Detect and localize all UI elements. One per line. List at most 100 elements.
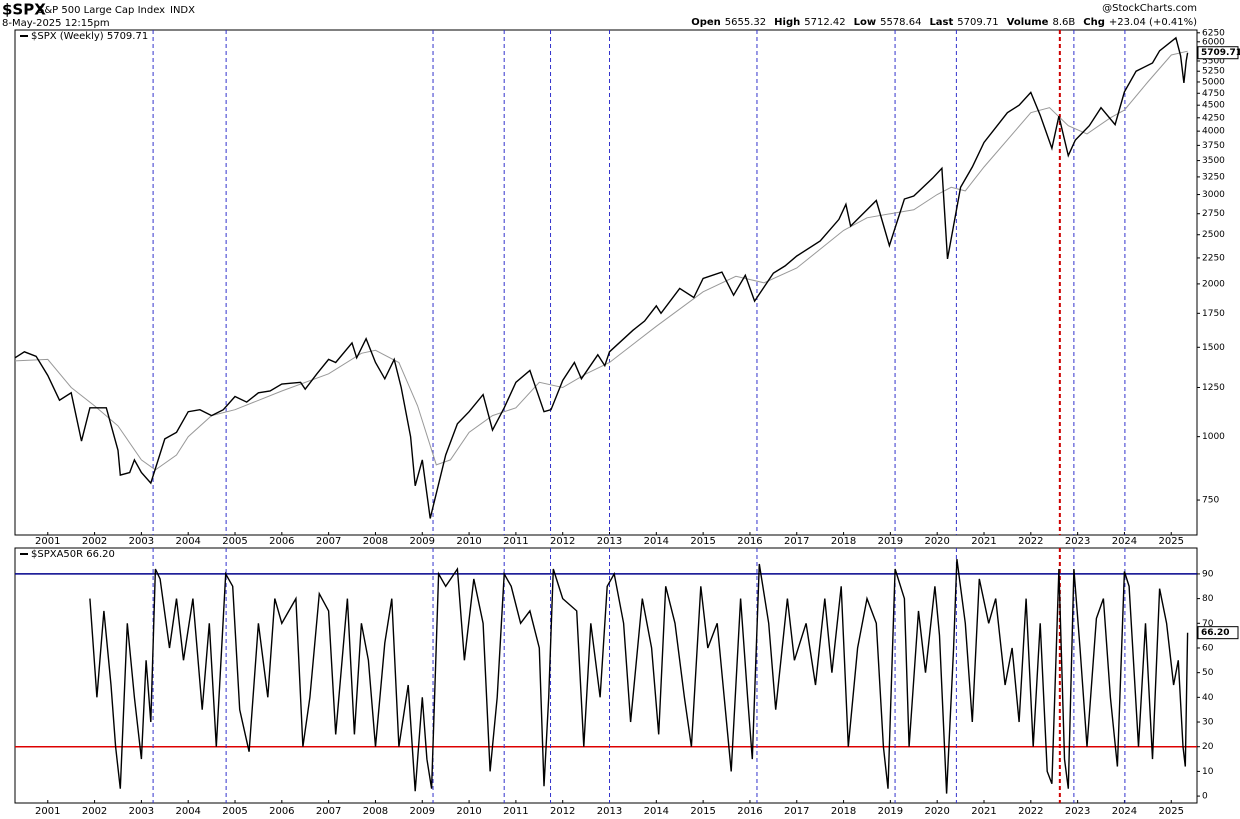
y-tick-label: 70 [1202,619,1214,629]
y-tick-label: 1500 [1202,343,1225,353]
x-tick-label: 2024 [1112,536,1137,547]
plot-frame [14,29,1198,536]
last-value-box [1197,626,1239,640]
x-tick-label: 2021 [971,536,996,547]
y-tick-label: 2500 [1202,230,1225,240]
quote-label: Low [854,17,876,28]
x-tick-label: 2012 [550,536,575,547]
x-tick-label: 2003 [129,536,154,547]
last-value-box [1197,46,1239,60]
x-tick-label: 2004 [175,806,200,817]
y-tick-label: 50 [1202,668,1214,678]
x-tick-label: 2010 [456,806,481,817]
quote-value: 8.6B [1052,17,1075,28]
x-tick-label: 2010 [456,536,481,547]
x-tick-label: 2005 [222,536,247,547]
x-tick-label: 2002 [82,806,107,817]
y-tick-label: 30 [1202,718,1214,728]
x-tick-label: 2014 [644,536,669,547]
x-tick-label: 2009 [410,806,435,817]
x-tick-label: 2015 [690,806,715,817]
x-tick-label: 2019 [878,536,903,547]
y-tick-label: 1000 [1202,432,1225,442]
y-tick-label: 3750 [1202,141,1225,151]
x-tick-label: 2003 [129,806,154,817]
quote-label: Volume [1007,17,1049,28]
y-tick-label: 1750 [1202,309,1225,319]
y-tick-label: 2250 [1202,253,1225,263]
x-tick-label: 2023 [1065,536,1090,547]
date: 8-May-2025 12:15pm [2,18,110,29]
legend-label: $SPX (Weekly) 5709.71 [31,31,148,42]
quote-label: Open [691,17,721,28]
x-tick-label: 2018 [831,536,856,547]
x-tick-label: 2013 [597,806,622,817]
y-tick-label: 2000 [1202,279,1225,289]
price-line [14,50,1188,471]
x-tick-label: 2020 [924,806,949,817]
y-tick-label: 40 [1202,693,1214,703]
y-tick-label: 60 [1202,643,1214,653]
x-tick-label: 2022 [1018,536,1043,547]
y-tick-label: 4750 [1202,89,1225,99]
quote-label: High [774,17,800,28]
x-tick-label: 2001 [35,536,60,547]
y-tick-label: 3500 [1202,156,1225,166]
y-tick-label: 5250 [1202,67,1225,77]
y-tick-label: 4250 [1202,113,1225,123]
x-tick-label: 2012 [550,806,575,817]
x-tick-label: 2018 [831,806,856,817]
last-value-label: 66.20 [1201,628,1229,638]
x-tick-label: 2001 [35,806,60,817]
y-tick-label: 3250 [1202,172,1225,182]
x-tick-label: 2025 [1159,536,1184,547]
price-line [89,559,1189,794]
quote-value: +23.04 (+0.41%) [1109,17,1197,28]
x-tick-label: 2008 [363,536,388,547]
y-tick-label: 0 [1202,792,1208,802]
quote-value: 5709.71 [957,17,998,28]
exchange: INDX [170,5,195,16]
symbol: $SPX [2,1,46,19]
quote-label: Chg [1083,17,1105,28]
y-tick-label: 20 [1202,742,1214,752]
x-tick-label: 2019 [878,806,903,817]
y-tick-label: 1250 [1202,383,1225,393]
x-tick-label: 2024 [1112,806,1137,817]
y-tick-label: 5000 [1202,77,1225,87]
y-tick-label: 5500 [1202,56,1225,66]
legend-label: $SPXA50R 66.20 [31,549,115,560]
x-tick-label: 2008 [363,806,388,817]
x-tick-label: 2007 [316,536,341,547]
y-tick-label: 6250 [1202,28,1225,38]
quote: Open 5655.32 High 5712.42 Low 5578.64 Last 5709… [691,17,1197,28]
plot-frame [14,547,1198,804]
x-tick-label: 2007 [316,806,341,817]
x-tick-label: 2017 [784,806,809,817]
quote-value: 5578.64 [880,17,921,28]
y-tick-label: 10 [1202,767,1214,777]
x-tick-label: 2009 [410,536,435,547]
x-tick-label: 2002 [82,536,107,547]
x-tick-label: 2016 [737,806,762,817]
index-name: S&P 500 Large Cap Index [38,5,165,16]
y-tick-label: 6000 [1202,37,1225,47]
quote-value: 5712.42 [804,17,845,28]
x-tick-label: 2013 [597,536,622,547]
x-tick-label: 2004 [175,536,200,547]
x-tick-label: 2023 [1065,806,1090,817]
y-tick-label: 4000 [1202,127,1225,137]
x-tick-label: 2021 [971,806,996,817]
quote-value: 5655.32 [725,17,766,28]
y-tick-label: 90 [1202,569,1214,579]
x-tick-label: 2025 [1159,806,1184,817]
price-line [14,36,1189,519]
y-tick-label: 80 [1202,594,1214,604]
quote-label: Last [929,17,953,28]
x-tick-label: 2006 [269,536,294,547]
x-tick-label: 2020 [924,536,949,547]
x-tick-label: 2014 [644,806,669,817]
x-tick-label: 2016 [737,536,762,547]
y-tick-label: 4500 [1202,101,1225,111]
